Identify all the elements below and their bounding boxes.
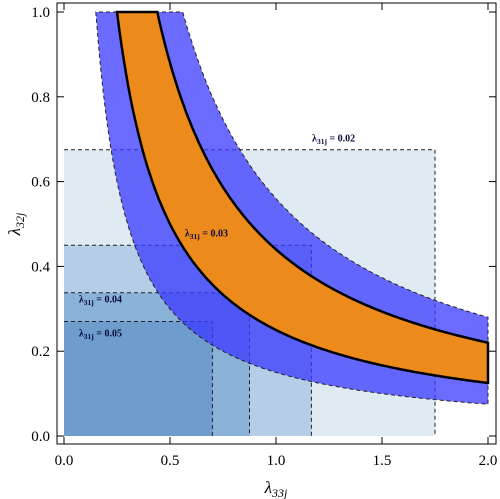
bound-label-3: λ31j = 0.04: [79, 294, 122, 307]
inner-band: [115, 10, 490, 385]
y-tick-label: 1.0: [31, 5, 50, 21]
ticks: 0.0 0.5 1.0 1.5 2.0 0.0 0.2 0.4 0.6 0.8 1.0: [31, 3, 497, 469]
y-tick-label: 0.0: [31, 429, 50, 445]
y-axis-label: λ32j: [5, 212, 27, 236]
x-axis-label: λ33j: [264, 478, 288, 499]
bound-label-1: λ31j = 0.02: [312, 133, 355, 146]
y-tick-label: 0.6: [31, 175, 50, 191]
y-tick-label: 0.4: [31, 259, 50, 275]
bound-label-2: λ31j = 0.03: [185, 229, 228, 242]
bound-labels: λ31j = 0.02 λ31j = 0.03 λ31j = 0.04 λ31j = …: [79, 133, 355, 341]
bands: [95, 10, 490, 405]
x-tick-label: 0.5: [161, 453, 180, 469]
y-tick-label: 0.2: [31, 344, 50, 360]
x-tick-label: 2.0: [479, 453, 498, 469]
x-tick-label: 1.0: [267, 453, 286, 469]
bound-region-4: [64, 321, 213, 436]
outer-band: [95, 11, 489, 405]
x-tick-label: 0.0: [55, 453, 74, 469]
y-tick-label: 0.8: [31, 90, 50, 106]
x-tick-label: 1.5: [373, 453, 392, 469]
bound-label-4: λ31j = 0.05: [79, 328, 122, 341]
